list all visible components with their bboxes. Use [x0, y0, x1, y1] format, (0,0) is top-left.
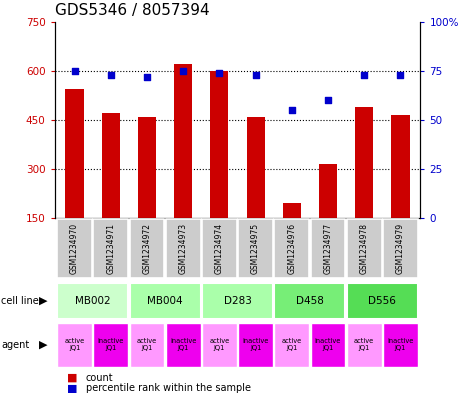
Point [143, 73, 151, 80]
Bar [102, 113, 120, 218]
Point [107, 72, 114, 78]
Bar [247, 117, 265, 218]
Bar [57, 283, 128, 319]
Bar [238, 323, 273, 367]
Text: active
JQ1: active JQ1 [354, 338, 374, 351]
Point [71, 68, 78, 74]
Text: D283: D283 [224, 296, 251, 306]
Bar [130, 283, 200, 319]
Text: GSM1234979: GSM1234979 [396, 223, 405, 274]
Bar [66, 89, 84, 218]
Bar [275, 219, 309, 278]
Text: count: count [86, 373, 113, 383]
Text: inactive
JQ1: inactive JQ1 [315, 338, 341, 351]
Bar [238, 219, 273, 278]
Text: GSM1234977: GSM1234977 [323, 223, 332, 274]
Text: active
JQ1: active JQ1 [282, 338, 302, 351]
Bar [347, 323, 381, 367]
Text: GSM1234978: GSM1234978 [360, 223, 369, 274]
Text: GSM1234976: GSM1234976 [287, 223, 296, 274]
Bar [347, 219, 381, 278]
Bar [94, 219, 128, 278]
Text: GSM1234973: GSM1234973 [179, 223, 188, 274]
Bar [210, 71, 228, 218]
Text: MB002: MB002 [75, 296, 111, 306]
Text: GSM1234975: GSM1234975 [251, 223, 260, 274]
Bar [202, 219, 237, 278]
Bar [202, 283, 273, 319]
Bar [57, 323, 92, 367]
Bar [202, 323, 237, 367]
Point [180, 68, 187, 74]
Text: inactive
JQ1: inactive JQ1 [242, 338, 269, 351]
Bar [383, 219, 418, 278]
Point [216, 70, 223, 76]
Point [288, 107, 295, 113]
Text: MB004: MB004 [147, 296, 183, 306]
Bar [355, 107, 373, 218]
Bar [275, 283, 345, 319]
Text: inactive
JQ1: inactive JQ1 [97, 338, 124, 351]
Point [361, 72, 368, 78]
Text: active
JQ1: active JQ1 [137, 338, 157, 351]
Text: active
JQ1: active JQ1 [65, 338, 85, 351]
Bar [94, 323, 128, 367]
Text: cell line: cell line [1, 296, 38, 306]
Text: active
JQ1: active JQ1 [209, 338, 229, 351]
Text: D458: D458 [296, 296, 324, 306]
Bar [319, 164, 337, 218]
Text: inactive
JQ1: inactive JQ1 [387, 338, 414, 351]
Text: GSM1234974: GSM1234974 [215, 223, 224, 274]
Point [324, 97, 332, 103]
Text: percentile rank within the sample: percentile rank within the sample [86, 383, 250, 393]
Text: GDS5346 / 8057394: GDS5346 / 8057394 [55, 3, 209, 18]
Text: ■: ■ [66, 373, 77, 383]
Bar [383, 323, 418, 367]
Bar [57, 219, 92, 278]
Text: GSM1234971: GSM1234971 [106, 223, 115, 274]
Bar [391, 115, 409, 218]
Text: D556: D556 [369, 296, 396, 306]
Text: agent: agent [1, 340, 29, 350]
Text: ■: ■ [66, 383, 77, 393]
Text: inactive
JQ1: inactive JQ1 [170, 338, 196, 351]
Bar [130, 219, 164, 278]
Bar [138, 117, 156, 218]
Bar [166, 323, 200, 367]
Bar [174, 64, 192, 218]
Point [397, 72, 404, 78]
Point [252, 72, 259, 78]
Bar [311, 219, 345, 278]
Text: GSM1234972: GSM1234972 [142, 223, 152, 274]
Bar [311, 323, 345, 367]
Text: ▶: ▶ [39, 340, 48, 350]
Bar [166, 219, 200, 278]
Bar [283, 204, 301, 218]
Text: ▶: ▶ [39, 296, 48, 306]
Text: GSM1234970: GSM1234970 [70, 223, 79, 274]
Bar [275, 323, 309, 367]
Bar [130, 323, 164, 367]
Bar [347, 283, 418, 319]
